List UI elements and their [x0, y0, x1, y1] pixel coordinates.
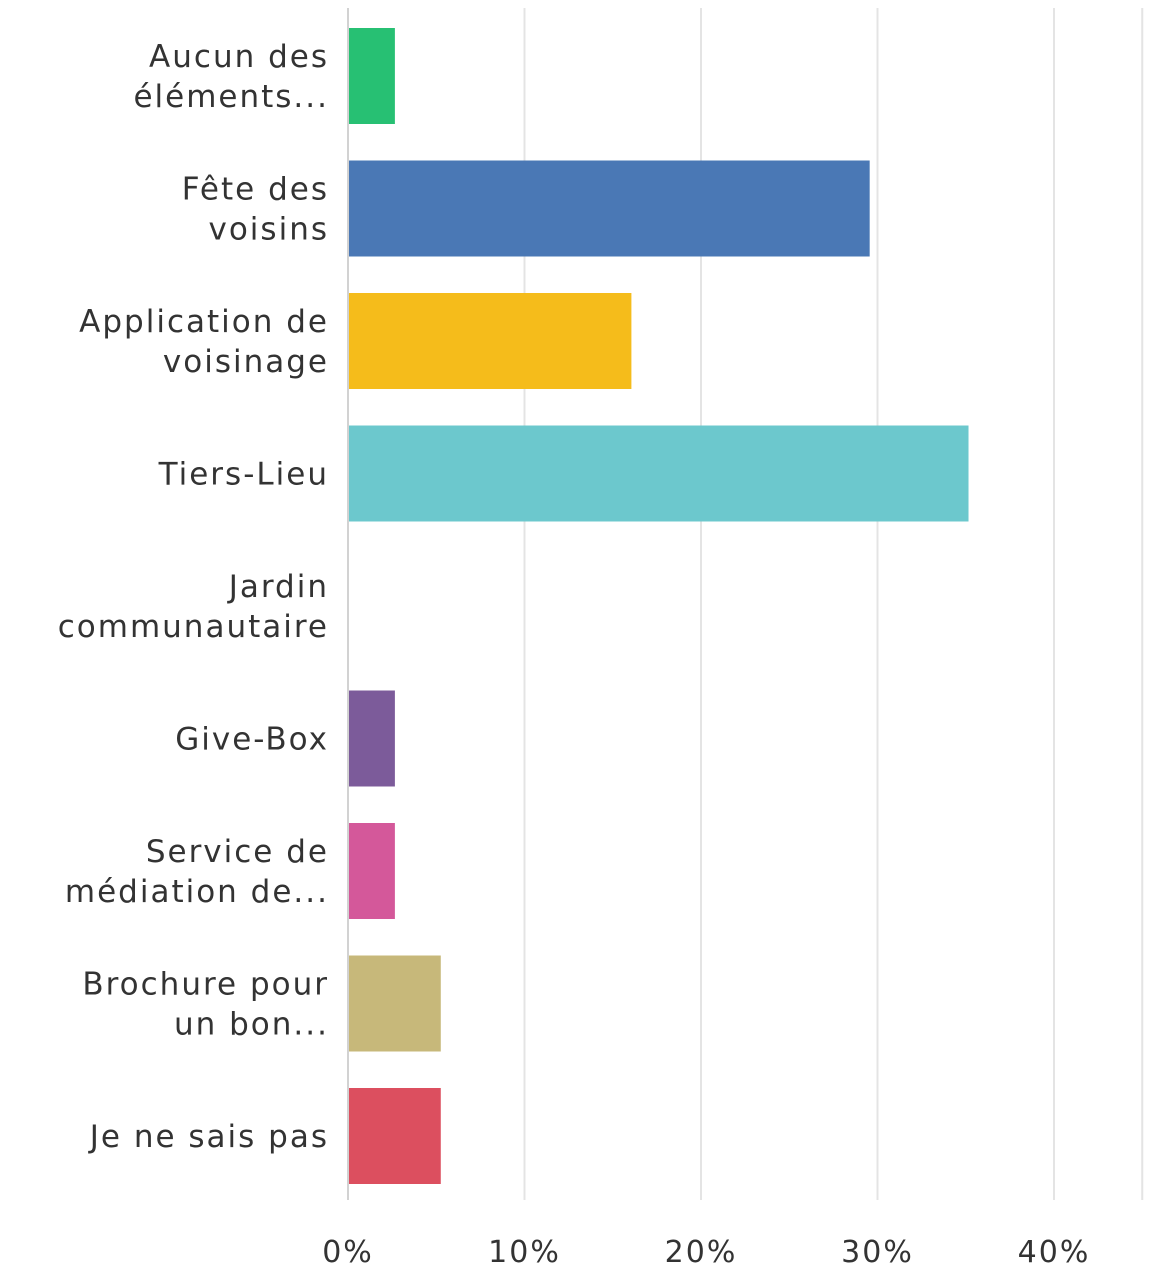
bar	[349, 690, 395, 787]
category-label: Tiers-Lieu	[158, 457, 329, 493]
category-label: Brochure pour	[82, 967, 329, 1003]
category-label: un bon...	[174, 1007, 329, 1043]
x-tick-label: 0%	[322, 1235, 374, 1265]
bar	[349, 425, 969, 522]
bar	[349, 1088, 441, 1184]
category-label: voisinage	[163, 344, 329, 380]
category-label: Give-Box	[175, 722, 329, 758]
x-axis-ticks: 0% 10% 20% 30% 40%	[322, 1235, 1091, 1265]
category-label: Service de	[146, 834, 329, 870]
x-tick-label: 40%	[1018, 1235, 1091, 1265]
bars	[349, 28, 969, 1184]
category-label: Aucun des	[149, 39, 329, 75]
bar	[349, 823, 395, 919]
category-label: médiation de...	[65, 874, 329, 910]
bar	[349, 955, 441, 1052]
category-label: Je ne sais pas	[88, 1119, 329, 1155]
category-labels: Aucun des éléments... Fête des voisins Appli…	[58, 39, 330, 1155]
category-label: Jardin	[227, 569, 329, 605]
bar	[349, 160, 870, 257]
x-tick-label: 10%	[488, 1235, 561, 1265]
bar	[349, 28, 395, 124]
category-label: Application de	[79, 304, 329, 340]
category-label: voisins	[209, 212, 330, 248]
bar	[349, 293, 632, 389]
category-label: communautaire	[58, 609, 329, 645]
category-label: Fête des	[182, 172, 329, 208]
x-tick-label: 20%	[665, 1235, 738, 1265]
x-tick-label: 30%	[841, 1235, 914, 1265]
category-label: éléments...	[133, 79, 329, 115]
